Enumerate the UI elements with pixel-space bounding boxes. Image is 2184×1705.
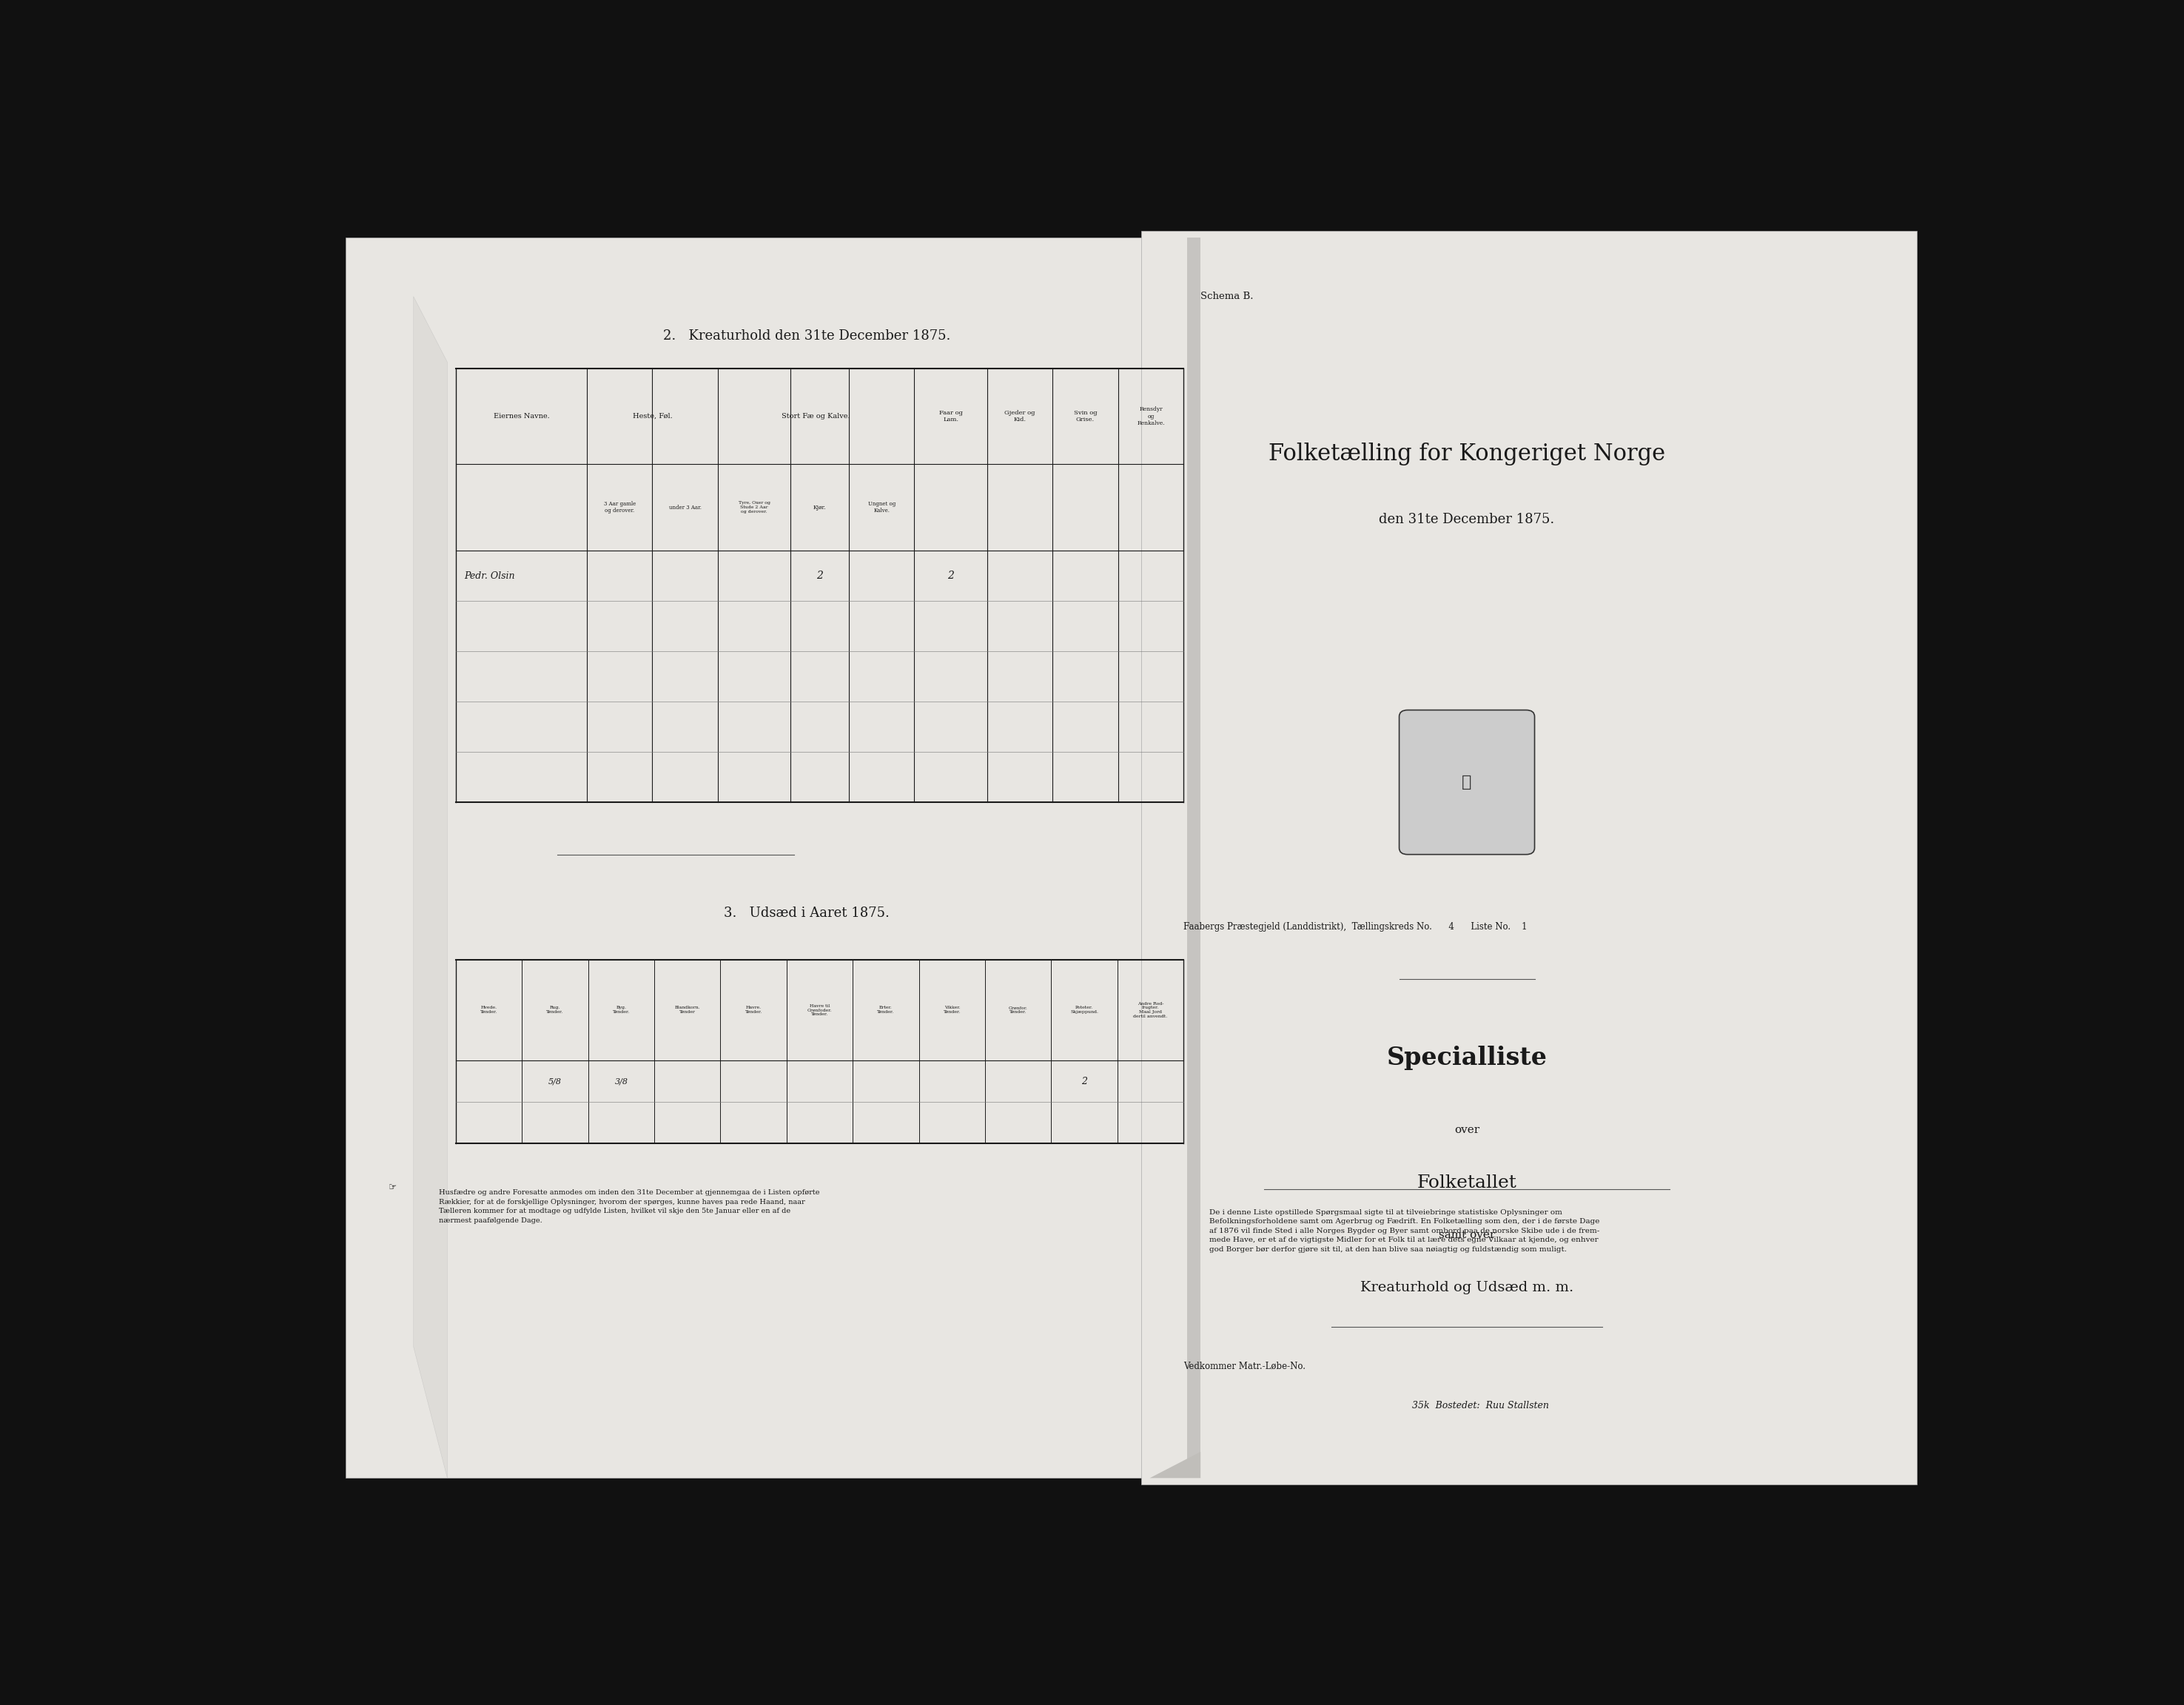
Text: Havre til
Grønfoder.
Tønder.: Havre til Grønfoder. Tønder. [808,1004,832,1016]
Text: 3.   Udsæd i Aaret 1875.: 3. Udsæd i Aaret 1875. [725,907,889,921]
Text: Hvede.
Tønder.: Hvede. Tønder. [480,1006,498,1014]
Text: Stort Fæ og Kalve.: Stort Fæ og Kalve. [782,413,850,419]
Text: Blandkorn.
Tønder: Blandkorn. Tønder [675,1006,701,1014]
Text: 35k  Bostedet:  Ruu Stallsten: 35k Bostedet: Ruu Stallsten [1413,1402,1548,1410]
Text: 2.   Kreaturhold den 31te December 1875.: 2. Kreaturhold den 31te December 1875. [664,329,950,343]
Text: 2: 2 [948,571,954,581]
Text: Kjør.: Kjør. [812,505,826,510]
Text: Grønfor.
Tønder.: Grønfor. Tønder. [1009,1006,1029,1014]
Text: Erter.
Tønder.: Erter. Tønder. [878,1006,895,1014]
Text: Rug.
Tønder.: Rug. Tønder. [546,1006,563,1014]
Text: Specialliste: Specialliste [1387,1045,1546,1071]
Text: 2: 2 [817,571,823,581]
Bar [1188,237,1201,1478]
Text: Folketælling for Kongeriget Norge: Folketælling for Kongeriget Norge [1269,443,1664,465]
Text: Gjeder og
Kid.: Gjeder og Kid. [1005,409,1035,423]
Text: De i denne Liste opstillede Spørgsmaal sigte til at tilveiebringe statistiske Op: De i denne Liste opstillede Spørgsmaal s… [1210,1209,1599,1253]
Polygon shape [413,297,448,1478]
Text: Rensdyr
og
Renkalve.: Rensdyr og Renkalve. [1138,406,1164,426]
Text: Kreaturhold og Udsæd m. m.: Kreaturhold og Udsæd m. m. [1361,1280,1572,1294]
Text: Poteter.
Skjæppund.: Poteter. Skjæppund. [1070,1006,1099,1014]
Text: 🦁: 🦁 [1461,774,1472,789]
Polygon shape [1149,1453,1201,1478]
Text: Vedkommer Matr.-Løbe-No.: Vedkommer Matr.-Løbe-No. [1184,1362,1306,1371]
FancyBboxPatch shape [1400,709,1535,854]
Text: Tyre, Oxer og
Stude 2 Aar
og derover.: Tyre, Oxer og Stude 2 Aar og derover. [738,501,771,513]
Text: 5/8: 5/8 [548,1078,561,1084]
Bar [345,237,1201,1478]
Text: under 3 Aar.: under 3 Aar. [668,505,701,510]
Text: ☞: ☞ [389,1183,397,1192]
Text: Eiernes Navne.: Eiernes Navne. [494,413,550,419]
Text: Faabergs Præstegjeld (Landdistrikt),  Tællingskreds No.      4      Liste No.   : Faabergs Præstegjeld (Landdistrikt), Tæl… [1184,922,1527,931]
Bar [1142,230,1918,1485]
Text: Schema B.: Schema B. [1201,292,1254,302]
Text: Pedr. Olsin: Pedr. Olsin [465,571,515,581]
Text: Svin og
Grise.: Svin og Grise. [1075,409,1096,423]
Text: den 31te December 1875.: den 31te December 1875. [1378,513,1555,527]
Text: Folketallet: Folketallet [1417,1175,1518,1192]
Text: Heste, Føl.: Heste, Føl. [633,413,673,419]
Text: over: over [1455,1125,1479,1136]
Text: Byg.
Tønder.: Byg. Tønder. [612,1006,629,1014]
Text: Faar og
Lam.: Faar og Lam. [939,409,963,423]
Text: 3/8: 3/8 [614,1078,627,1084]
Text: samt over: samt over [1439,1229,1496,1240]
Text: Havre.
Tønder.: Havre. Tønder. [745,1006,762,1014]
Text: Ungnet og
Kalve.: Ungnet og Kalve. [867,501,895,513]
Text: 3 Aar gamle
og derover.: 3 Aar gamle og derover. [603,501,636,513]
Text: 2: 2 [1081,1076,1088,1086]
Text: Andre Rod-
frugter.
Maal Jord
dertil anvendt.: Andre Rod- frugter. Maal Jord dertil anv… [1133,1003,1168,1018]
Text: Vikker.
Tønder.: Vikker. Tønder. [943,1006,961,1014]
Text: Husfædre og andre Foresatte anmodes om inden den 31te December at gjennemgaa de : Husfædre og andre Foresatte anmodes om i… [439,1190,819,1224]
